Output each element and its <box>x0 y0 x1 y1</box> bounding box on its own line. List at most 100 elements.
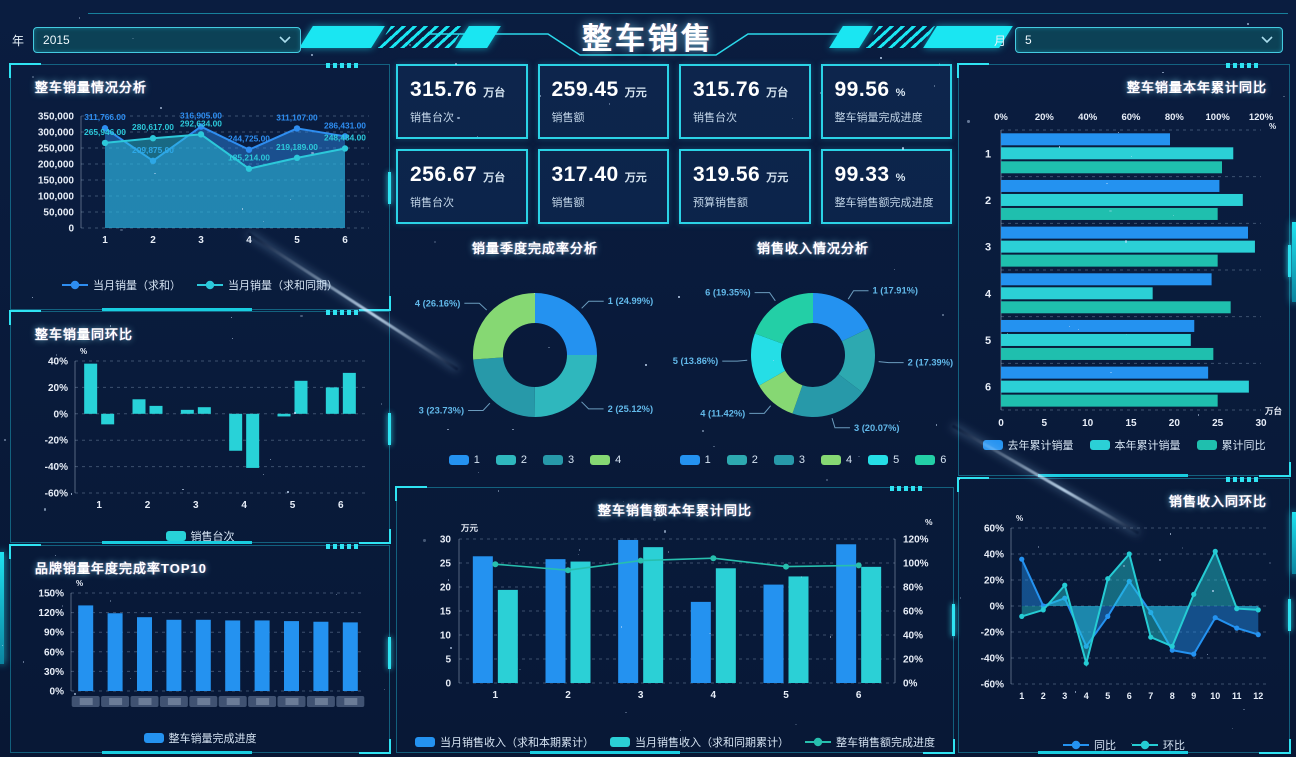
censored-label <box>314 698 328 705</box>
label-leader <box>468 402 491 411</box>
slice-label: 5 (13.86%) <box>673 356 718 366</box>
slice-label: 2 (25.12%) <box>608 404 653 414</box>
pie-slice <box>838 328 875 393</box>
legend-item-当月销量（求和同期）[interactable]: 当月销量（求和同期） <box>197 277 338 293</box>
legend-label: 整车销量完成进度 <box>168 733 257 745</box>
tick-label: 100% <box>903 559 929 570</box>
legend-item-1[interactable]: 1 <box>679 454 711 466</box>
chevron-down-icon <box>1261 36 1273 44</box>
legend-item-6[interactable]: 6 <box>915 454 946 466</box>
legend-item-4[interactable]: 4 <box>821 454 852 466</box>
data-point <box>293 125 301 132</box>
legend-item-3[interactable]: 3 <box>543 454 574 466</box>
bar <box>229 413 243 451</box>
data-point <box>1169 647 1175 653</box>
data-point <box>101 139 109 147</box>
legend-item-同比[interactable]: 同比 <box>1063 737 1116 753</box>
legend-item-5[interactable]: 5 <box>868 454 899 466</box>
tick-label: 11 <box>1232 691 1242 701</box>
slice-label: 3 (20.07%) <box>854 423 899 433</box>
legend-swatch <box>197 280 223 290</box>
tick-label: 3 <box>193 500 199 511</box>
tick-label: 1 <box>102 235 108 246</box>
panel-volume-analysis: 整车销量情况分析 350,000 300,000 250,000 200,000 150… <box>9 63 391 311</box>
legend-item-整车销售额完成进度[interactable]: 整车销售额完成进度 <box>805 734 935 750</box>
legend-swatch <box>543 455 563 465</box>
legend-item-当月销售收入（求和本期累计）[interactable]: 当月销售收入（求和本期累计） <box>415 734 594 750</box>
bar <box>763 584 784 683</box>
data-point <box>783 563 789 570</box>
legend-item-2[interactable]: 2 <box>726 454 758 466</box>
panel-accent-bar <box>952 604 955 637</box>
data-point <box>1234 606 1240 612</box>
data-point <box>245 165 253 172</box>
tick-label: 4 <box>985 288 992 300</box>
legend-item-1[interactable]: 1 <box>448 454 480 466</box>
month-select-value: 5 <box>1025 33 1032 47</box>
kpi-value: 99.56 <box>834 78 890 101</box>
tick-label: 4 <box>711 690 717 701</box>
legend-item-当月销量（求和）[interactable]: 当月销量（求和） <box>62 277 181 293</box>
pie-slice <box>535 293 597 355</box>
bar <box>342 372 356 414</box>
tick-label: 5 <box>985 335 991 347</box>
data-point <box>197 123 205 130</box>
kpi-label: 销售台次 <box>693 112 737 124</box>
legend-item-销售台次[interactable]: 销售台次 <box>165 528 235 544</box>
kpi-unit: % <box>895 87 906 99</box>
slice-label: 6 (19.35%) <box>705 288 750 298</box>
data-point <box>710 555 717 562</box>
legend-item-2[interactable]: 2 <box>495 454 527 466</box>
bar <box>1001 240 1255 253</box>
rect <box>495 455 516 465</box>
month-select[interactable]: 5 <box>1015 27 1283 53</box>
bar <box>1001 301 1231 314</box>
legend-item-3[interactable]: 3 <box>773 454 805 466</box>
legend-item-整车销量完成进度[interactable]: 整车销量完成进度 <box>143 730 257 746</box>
legend-item-本年累计销量[interactable]: 本年累计销量 <box>1089 437 1181 453</box>
data-label: 265,946.00 <box>84 127 126 137</box>
legend-swatch <box>1089 440 1110 450</box>
kpi-label: 预算销售额 <box>693 197 748 209</box>
legend-item-4[interactable]: 4 <box>590 454 621 466</box>
legend-item-去年累计销量[interactable]: 去年累计销量 <box>982 437 1074 453</box>
tick-label: 2 <box>150 235 156 246</box>
data-point <box>293 154 301 162</box>
bar <box>294 380 308 414</box>
slice-label: 1 (24.99%) <box>608 296 653 306</box>
legend-swatch <box>1132 740 1158 750</box>
label-leader <box>749 405 772 414</box>
year-select[interactable]: 2015 <box>33 27 302 53</box>
rect <box>821 455 841 465</box>
data-label: 209,875.00 <box>132 145 174 155</box>
legend-swatch <box>773 455 794 465</box>
legend-label: 当月销售收入（求和本期累计） <box>440 737 594 749</box>
label-leader <box>754 292 776 302</box>
data-point <box>1083 660 1089 666</box>
bar <box>570 561 591 683</box>
series-line <box>1021 548 1259 668</box>
rect <box>543 455 563 465</box>
tick-label: 12 <box>1253 691 1263 701</box>
legend-item-累计同比[interactable]: 累计同比 <box>1196 437 1266 453</box>
censored-label <box>277 696 306 707</box>
tick-label: 4 <box>1084 691 1089 701</box>
panel-accent-bar <box>1038 751 1189 754</box>
revenue-yoy-mom-chart: 60%40%20%0%-20%-40%-60%%1 2 3 4 5 6 7 8 9 10 11 12 <box>981 514 1269 701</box>
kpi-label: 销售台次 <box>410 112 454 124</box>
data-point <box>245 146 253 153</box>
bar <box>342 622 358 691</box>
legend-swatch <box>415 737 435 747</box>
brand-top10-chart: 150% 120% 90% 60% 30% 0%% <box>38 579 365 707</box>
legend-item-当月销售收入（求和同期累计）[interactable]: 当月销售收入（求和同期累计） <box>610 734 789 750</box>
data-point <box>637 557 644 564</box>
data-point <box>1105 576 1111 582</box>
bar <box>497 589 518 683</box>
tick-label: 90% <box>44 628 64 639</box>
legend-item-环比[interactable]: 环比 <box>1132 737 1185 753</box>
tick-label: 2 <box>1041 691 1046 701</box>
bar <box>107 613 123 691</box>
rect <box>448 455 469 465</box>
bar <box>84 363 98 414</box>
